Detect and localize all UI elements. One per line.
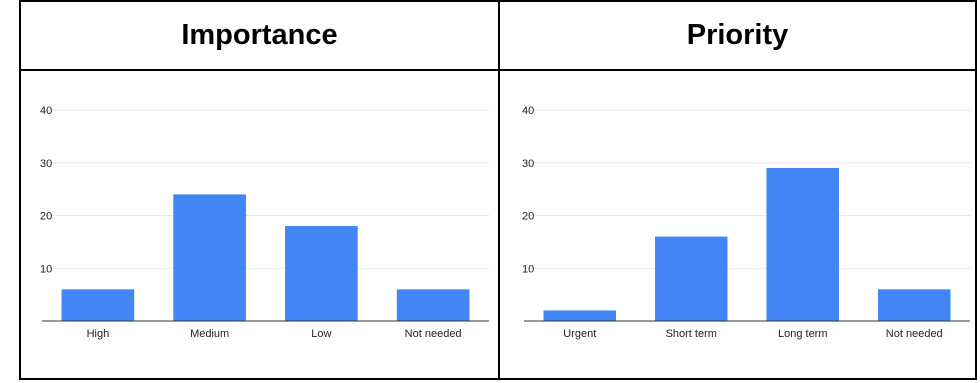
charts-frame: Importance 10 20 30 40 High Medium Low Not need… [19, 0, 977, 380]
bar [543, 310, 616, 321]
y-tick-label: 20 [522, 211, 534, 223]
bar [766, 168, 839, 321]
bar [655, 236, 728, 321]
y-tick-label: 30 [40, 158, 52, 170]
x-tick-label: Medium [190, 328, 229, 340]
importance-chart: 10 20 30 40 High Medium Low Not needed [40, 105, 489, 340]
priority-title: Priority [500, 2, 975, 71]
x-tick-label: Urgent [563, 328, 596, 340]
importance-panel: Importance 10 20 30 40 High Medium Low Not need… [21, 2, 500, 378]
y-tick-label: 10 [40, 263, 52, 275]
x-tick-label: Short term [666, 328, 717, 340]
x-tick-label: Not needed [405, 328, 462, 340]
y-tick-label: 40 [40, 105, 52, 117]
y-tick-label: 30 [522, 158, 534, 170]
y-tick-label: 40 [522, 105, 534, 117]
x-tick-label: Not needed [886, 328, 943, 340]
priority-panel: Priority 10 20 30 40 Urgent Short term Long te… [500, 2, 975, 378]
y-tick-label: 10 [522, 263, 534, 275]
x-tick-label: Low [311, 328, 331, 340]
bar [173, 194, 246, 321]
importance-title: Importance [21, 2, 498, 71]
x-tick-label: High [87, 328, 110, 340]
bar [396, 289, 470, 321]
x-tick-label: Long term [778, 328, 828, 340]
y-tick-label: 20 [40, 211, 52, 223]
bar [878, 289, 951, 321]
bar [61, 289, 135, 321]
priority-chart: 10 20 30 40 Urgent Short term Long term Not nee… [522, 105, 970, 340]
bar [285, 226, 358, 321]
